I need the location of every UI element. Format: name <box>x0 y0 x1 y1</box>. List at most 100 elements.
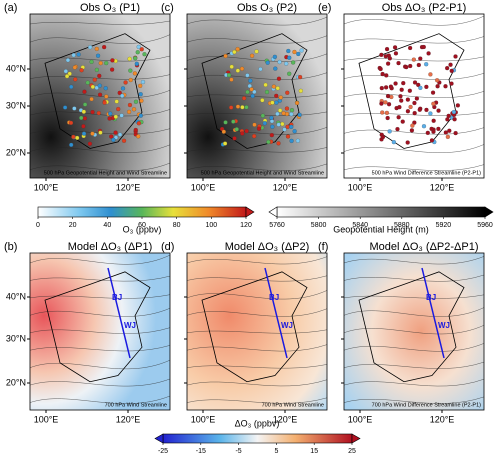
site-dot <box>128 77 133 83</box>
streamline <box>186 290 328 300</box>
site-label: BJ <box>426 293 436 302</box>
site-dot <box>98 61 103 66</box>
site-dot <box>222 141 228 146</box>
site-dot <box>384 46 390 52</box>
site-dot <box>393 81 398 86</box>
site-dot <box>113 114 118 119</box>
site-dot <box>97 92 103 97</box>
site-dot <box>266 139 271 145</box>
site-dot <box>235 46 240 52</box>
colorbar-tick-label: -15 <box>196 448 206 455</box>
colorbar-label: Geopotential Height (m) <box>333 224 429 234</box>
site-dot <box>63 105 68 110</box>
site-dot <box>95 53 101 58</box>
site-dot <box>445 134 450 139</box>
lon-label: 120°E <box>116 182 141 192</box>
site-dot <box>97 73 102 78</box>
site-dot <box>127 102 133 108</box>
transect-line <box>264 267 288 359</box>
site-dot <box>126 109 132 115</box>
site-dot <box>138 113 143 118</box>
site-dot <box>297 112 302 117</box>
streamline <box>186 72 328 80</box>
site-dot <box>379 52 384 57</box>
site-dot <box>435 84 440 89</box>
site-dot <box>274 100 279 105</box>
lon-label: 100°E <box>348 182 373 192</box>
site-dot <box>379 101 384 106</box>
streamline <box>29 378 171 387</box>
site-dot <box>387 56 392 61</box>
site-dot <box>252 134 257 139</box>
site-dot <box>412 100 417 106</box>
site-dot <box>405 97 410 102</box>
site-dot <box>244 128 249 134</box>
site-dot <box>412 120 417 125</box>
site-dot <box>285 134 291 139</box>
streamline <box>343 144 485 153</box>
site-dot <box>284 106 290 111</box>
site-dot <box>425 130 430 135</box>
streamline <box>343 361 485 369</box>
streamline <box>186 364 328 369</box>
site-dot <box>429 126 434 131</box>
panel-note: 700 hPa Wind Difference Streamline (P2-P… <box>372 402 482 408</box>
site-dot <box>443 130 448 135</box>
lon-label: 120°E <box>430 182 455 192</box>
site-dot <box>82 89 87 94</box>
site-dot <box>136 121 142 126</box>
site-dot <box>384 85 389 90</box>
site-label: WJ <box>438 321 450 330</box>
site-dot <box>245 89 250 95</box>
site-dot <box>428 72 433 77</box>
site-dot <box>284 61 289 66</box>
site-dot <box>287 71 292 76</box>
site-dot <box>92 77 97 82</box>
site-dot <box>113 130 118 135</box>
site-dot <box>138 83 143 88</box>
site-dot <box>72 65 77 70</box>
site-dot <box>384 73 389 78</box>
panels: (a) Obs O₃ (P1) 500 hPa Geopotential Heigh… <box>4 2 485 424</box>
panel-letter: (f) <box>318 241 328 253</box>
lat-label: 40°N <box>6 63 26 73</box>
map-background <box>344 253 484 410</box>
streamline <box>29 162 171 172</box>
streamline <box>343 274 485 282</box>
site-dot <box>294 100 300 106</box>
site-dot <box>289 124 294 129</box>
coastline <box>201 33 308 149</box>
site-dot <box>412 80 418 85</box>
coastline <box>358 271 465 383</box>
site-dot <box>424 107 429 113</box>
colorbar-tick-label: 5920 <box>436 222 452 229</box>
site-dot <box>424 84 429 89</box>
site-dot <box>69 84 74 89</box>
site-dot <box>385 94 391 99</box>
site-dot <box>138 92 143 97</box>
site-dot <box>73 77 78 82</box>
colorbar-tick-label: 5760 <box>269 222 285 229</box>
site-dot <box>104 60 109 66</box>
site-dot <box>119 113 124 118</box>
site-dot <box>421 44 426 50</box>
site-dot <box>408 45 413 51</box>
site-dot <box>295 138 300 143</box>
site-dot <box>64 74 70 79</box>
site-dot <box>109 134 114 139</box>
streamline <box>186 308 328 317</box>
colorbar-tick-label: 80 <box>173 222 181 229</box>
site-dot <box>114 99 119 104</box>
streamline <box>29 395 171 404</box>
site-dot <box>412 110 417 116</box>
streamline <box>29 90 171 99</box>
site-dot <box>136 44 141 50</box>
panel-letter: (d) <box>161 241 174 253</box>
colorbar-extend <box>245 206 255 218</box>
site-dot <box>240 105 245 110</box>
site-dot <box>287 55 292 60</box>
streamline <box>186 163 328 171</box>
colorbar-tick-label: 5880 <box>394 222 410 229</box>
site-dot <box>299 48 304 53</box>
site-dot <box>260 98 265 103</box>
